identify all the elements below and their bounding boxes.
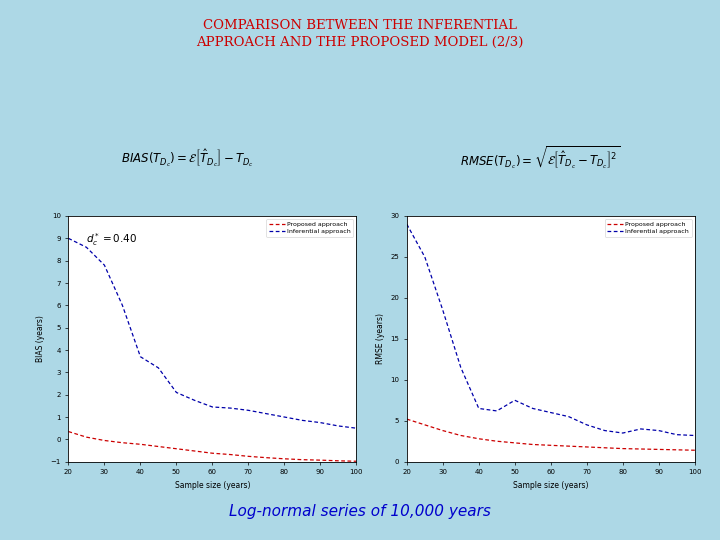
Legend: Proposed approach, Inferential approach: Proposed approach, Inferential approach bbox=[266, 219, 354, 237]
Text: $BIAS(T_{D_c}) = \mathcal{E}\left[\hat{T}_{D_c}\right] - T_{D_c}$: $BIAS(T_{D_c}) = \mathcal{E}\left[\hat{T… bbox=[121, 147, 253, 168]
Text: COMPARISON BETWEEN THE INFERENTIAL
APPROACH AND THE PROPOSED MODEL (2/3): COMPARISON BETWEEN THE INFERENTIAL APPRO… bbox=[197, 19, 523, 49]
Text: $d_c^* = 0.40$: $d_c^* = 0.40$ bbox=[86, 231, 137, 247]
X-axis label: Sample size (years): Sample size (years) bbox=[175, 481, 250, 490]
Text: Log-normal series of 10,000 years: Log-normal series of 10,000 years bbox=[229, 504, 491, 519]
Y-axis label: BIAS (years): BIAS (years) bbox=[36, 315, 45, 362]
Legend: Proposed approach, Inferential approach: Proposed approach, Inferential approach bbox=[605, 219, 692, 237]
Y-axis label: RMSE (years): RMSE (years) bbox=[376, 313, 384, 365]
X-axis label: Sample size (years): Sample size (years) bbox=[513, 481, 588, 490]
Text: $RMSE(T_{D_c}) = \sqrt{\mathcal{E}\left[\hat{T}_{D_c} - T_{D_c}\right]^2}$: $RMSE(T_{D_c}) = \sqrt{\mathcal{E}\left[… bbox=[460, 145, 620, 171]
